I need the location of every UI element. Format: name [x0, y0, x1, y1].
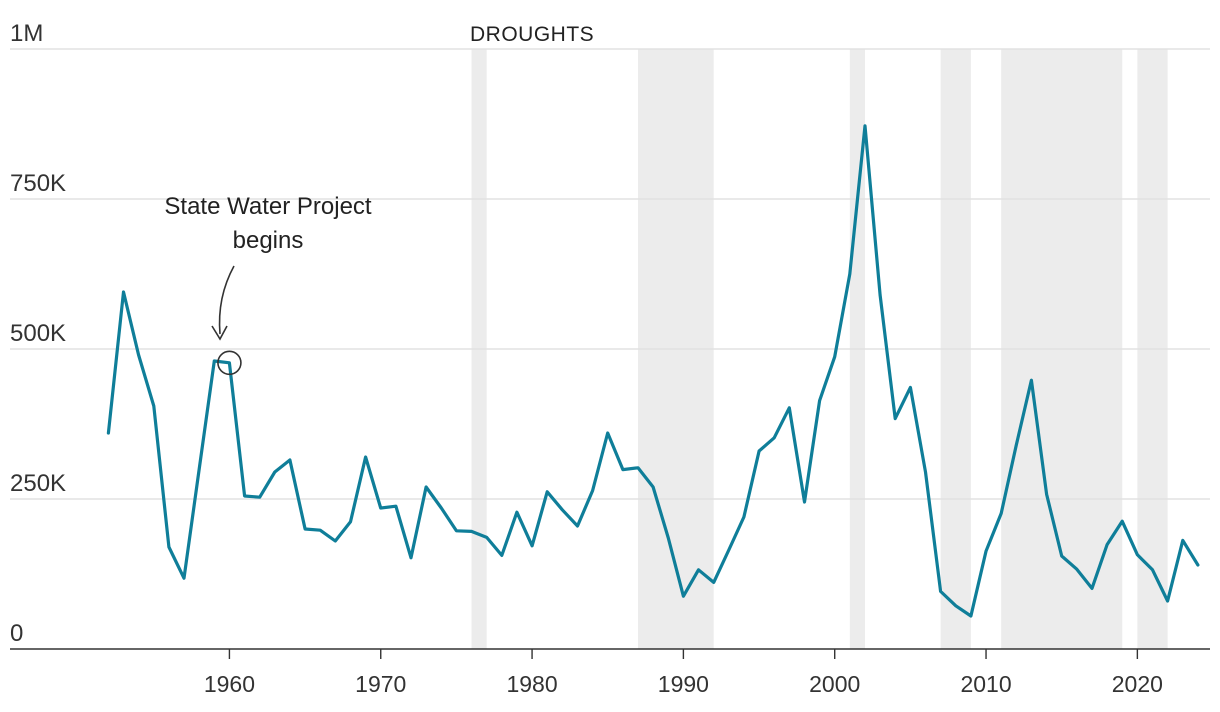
- annotation-arrowhead: [211, 325, 228, 341]
- data-point-1957: [182, 576, 186, 580]
- data-point-1996: [772, 436, 776, 440]
- x-tick-label-2: 1980: [506, 671, 557, 697]
- data-point-1952: [106, 431, 110, 435]
- data-point-1976: [470, 529, 474, 533]
- data-point-1983: [575, 524, 579, 528]
- y-tick-label-4: 1M: [10, 20, 43, 47]
- data-point-2024: [1196, 563, 1200, 567]
- data-point-2011: [999, 511, 1003, 515]
- x-tick-label-4: 2000: [809, 671, 860, 697]
- data-point-2019: [1120, 519, 1124, 523]
- data-point-2022: [1166, 599, 1170, 603]
- y-tick-label-2: 500K: [10, 320, 66, 347]
- data-point-1998: [802, 500, 806, 504]
- data-point-1956: [167, 545, 171, 549]
- x-axis: 1960 1970 1980 1990 2000 2010 2020: [204, 649, 1163, 697]
- data-point-2015: [1060, 554, 1064, 558]
- data-point-1989: [666, 536, 670, 540]
- data-point-1981: [545, 490, 549, 494]
- data-point-1997: [787, 406, 791, 410]
- data-point-1991: [697, 568, 701, 572]
- y-tick-label-3: 750K: [10, 170, 66, 197]
- data-point-2005: [908, 385, 912, 389]
- data-point-1993: [727, 548, 731, 552]
- annotation: State Water Project begins: [164, 193, 372, 376]
- data-point-1958: [197, 467, 201, 471]
- data-point-1977: [485, 535, 489, 539]
- data-point-1984: [591, 489, 595, 493]
- data-point-1968: [348, 520, 352, 524]
- data-point-2004: [893, 417, 897, 421]
- data-point-2017: [1090, 586, 1094, 590]
- data-point-1974: [439, 506, 443, 510]
- data-point-1962: [258, 495, 262, 499]
- data-point-2000: [833, 355, 837, 359]
- data-point-2014: [1045, 492, 1049, 496]
- data-point-2012: [1014, 443, 1018, 447]
- data-point-1999: [818, 399, 822, 403]
- data-point-1963: [273, 470, 277, 474]
- data-point-2007: [939, 589, 943, 593]
- data-point-2001: [848, 272, 852, 276]
- data-point-2021: [1150, 568, 1154, 572]
- data-point-2016: [1075, 567, 1079, 571]
- data-point-2008: [954, 604, 958, 608]
- data-point-1959: [212, 359, 216, 363]
- x-tick-label-5: 2010: [960, 671, 1011, 697]
- data-point-2013: [1029, 378, 1033, 382]
- data-point-1953: [121, 290, 125, 294]
- annotation-text-line-1: State Water Project: [164, 193, 372, 220]
- data-point-1955: [152, 404, 156, 408]
- data-point-1954: [137, 353, 141, 357]
- data-point-1966: [318, 528, 322, 532]
- y-tick-label-1: 250K: [10, 470, 66, 497]
- annotation-text-line-2: begins: [233, 227, 304, 254]
- data-point-1971: [394, 504, 398, 508]
- y-tick-label-0: 0: [10, 620, 23, 647]
- data-point-2020: [1135, 553, 1139, 557]
- x-tick-label-3: 1990: [658, 671, 709, 697]
- data-point-1995: [757, 449, 761, 453]
- annotation-arrow: [218, 265, 235, 335]
- x-tick-label-0: 1960: [204, 671, 255, 697]
- data-point-1975: [454, 529, 458, 533]
- data-point-1980: [530, 544, 534, 548]
- data-point-1970: [379, 506, 383, 510]
- data-point-1992: [712, 580, 716, 584]
- data-point-1985: [606, 431, 610, 435]
- data-point-2010: [984, 549, 988, 553]
- data-point-1961: [243, 494, 247, 498]
- data-point-1973: [424, 485, 428, 489]
- data-point-1972: [409, 556, 413, 560]
- data-point-1988: [651, 485, 655, 489]
- data-point-2018: [1105, 543, 1109, 547]
- gridlines: [10, 48, 1210, 650]
- data-point-1965: [303, 527, 307, 531]
- data-point-1969: [364, 455, 368, 459]
- droughts-label: DROUGHTS: [470, 23, 594, 46]
- data-point-1986: [621, 468, 625, 472]
- data-point-2023: [1181, 538, 1185, 542]
- data-point-2002: [863, 124, 867, 128]
- data-point-2003: [878, 293, 882, 297]
- data-point-1979: [515, 510, 519, 514]
- data-point-1978: [500, 553, 504, 557]
- data-point-1967: [333, 539, 337, 543]
- annotation-marker-circle: [217, 350, 242, 376]
- data-point-1987: [636, 466, 640, 470]
- x-tick-label-1: 1970: [355, 671, 406, 697]
- data-point-1982: [560, 508, 564, 512]
- y-axis: 0 250K 500K 750K 1M: [10, 20, 66, 647]
- data-point-1964: [288, 458, 292, 462]
- data-point-1990: [681, 594, 685, 598]
- x-tick-label-6: 2020: [1112, 671, 1163, 697]
- data-point-1960: [227, 361, 231, 365]
- data-point-2006: [924, 470, 928, 474]
- data-point-2009: [969, 614, 973, 618]
- data-point-1994: [742, 515, 746, 519]
- series-line: [106, 124, 1200, 618]
